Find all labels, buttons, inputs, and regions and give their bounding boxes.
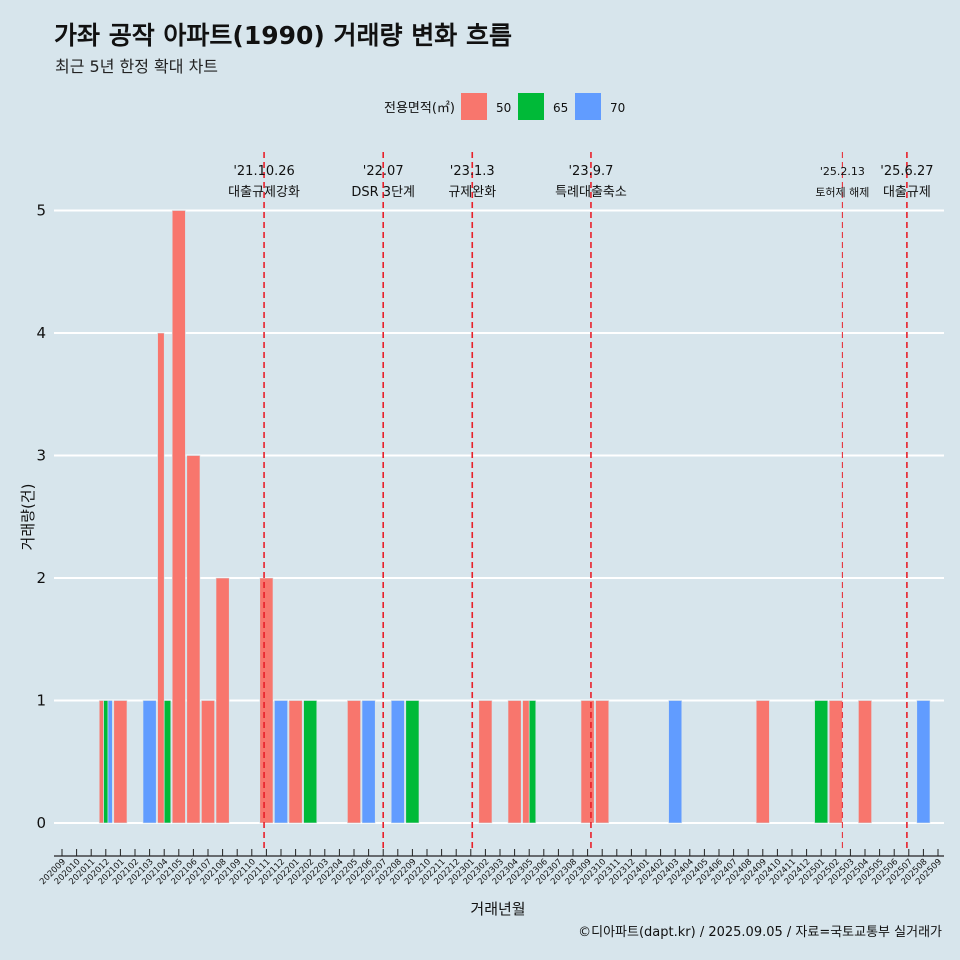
source-caption: ©디아파트(dapt.kr) / 2025.09.05 / 자료=국토교통부 실… xyxy=(578,925,942,940)
event-label: 대출규제 xyxy=(883,185,931,200)
event-date: '21.10.26 xyxy=(233,164,294,179)
bar-50-202105 xyxy=(171,210,186,824)
bar-50-202107 xyxy=(201,700,215,824)
y-tick-label: 0 xyxy=(36,814,46,832)
bar-50-202101 xyxy=(113,700,128,824)
legend-key-50 xyxy=(461,93,487,120)
bar-50-202304 xyxy=(507,700,522,824)
bar-50-202108 xyxy=(215,577,230,824)
bar-50-202104 xyxy=(157,332,165,824)
legend-label: 65 xyxy=(553,101,568,115)
y-tick-label: 2 xyxy=(36,569,46,587)
bar-50-202309 xyxy=(580,700,595,824)
event-label: 규제완화 xyxy=(448,185,496,200)
bar-50-202106 xyxy=(186,455,201,824)
bar-70-202012 xyxy=(107,700,113,824)
y-axis-ticks: 0 1 2 3 4 5 xyxy=(36,202,46,833)
legend-key-70 xyxy=(575,93,601,120)
event-date: '25.6.27 xyxy=(880,164,933,179)
bar-65-202209 xyxy=(405,700,420,824)
bar-70-202208 xyxy=(390,700,405,824)
event-label: 토허제 해제 xyxy=(815,185,869,199)
bar-50-202409 xyxy=(755,700,770,824)
x-axis: 2020092020102020112020122021012021022021… xyxy=(38,849,944,887)
bar-50-202310 xyxy=(595,700,610,824)
bar-50-202201 xyxy=(288,700,303,824)
bar-65-202012 xyxy=(103,700,109,824)
legend-title: 전용면적(㎡) xyxy=(384,101,455,116)
bar-50-202012 xyxy=(98,700,104,824)
bar-50-202305 xyxy=(522,700,530,824)
bar-70-202206 xyxy=(361,700,376,824)
y-tick-label: 5 xyxy=(36,202,46,220)
bar-50-202111 xyxy=(259,577,274,824)
bar-70-202112 xyxy=(274,700,288,824)
event-date: '22.07 xyxy=(363,164,404,179)
bar-50-202504 xyxy=(858,700,872,824)
bars xyxy=(98,210,931,824)
bar-65-202305 xyxy=(528,700,537,824)
event-markers: '21.10.26 대출규제강화 '22.07 DSR 3단계 '23.1.3 규제완화 '… xyxy=(228,152,934,852)
event-date: '25.2.13 xyxy=(820,165,865,178)
legend-label: 50 xyxy=(496,101,511,115)
bar-50-202502 xyxy=(828,700,843,824)
event-label: 대출규제강화 xyxy=(228,185,300,200)
y-tick-label: 1 xyxy=(36,692,46,710)
y-axis-title: 거래량(건) xyxy=(19,484,37,551)
event-date: '23.9.7 xyxy=(568,164,613,179)
y-tick-label: 3 xyxy=(36,447,46,465)
bar-70-202103 xyxy=(142,700,157,824)
bar-70-202403 xyxy=(668,700,683,824)
bar-50-202302 xyxy=(478,700,493,824)
gridlines xyxy=(54,209,944,824)
event-date: '23.1.3 xyxy=(450,164,495,179)
bar-65-202202 xyxy=(303,700,318,824)
event-label: DSR 3단계 xyxy=(351,185,415,200)
event-label: 특례대출축소 xyxy=(555,185,627,200)
legend: 전용면적(㎡) 50 65 70 xyxy=(384,93,625,120)
bar-65-202104 xyxy=(163,700,172,824)
legend-label: 70 xyxy=(610,101,625,115)
y-tick-label: 4 xyxy=(36,324,46,342)
x-axis-title: 거래년월 xyxy=(470,900,525,918)
chart-subtitle: 최근 5년 한정 확대 차트 xyxy=(55,57,219,76)
bar-65-202501 xyxy=(814,700,829,824)
chart-title: 가좌 공작 아파트(1990) 거래량 변화 흐름 xyxy=(54,21,512,50)
bar-70-202508 xyxy=(916,700,931,824)
legend-key-65 xyxy=(518,93,544,120)
bar-50-202205 xyxy=(347,700,361,824)
